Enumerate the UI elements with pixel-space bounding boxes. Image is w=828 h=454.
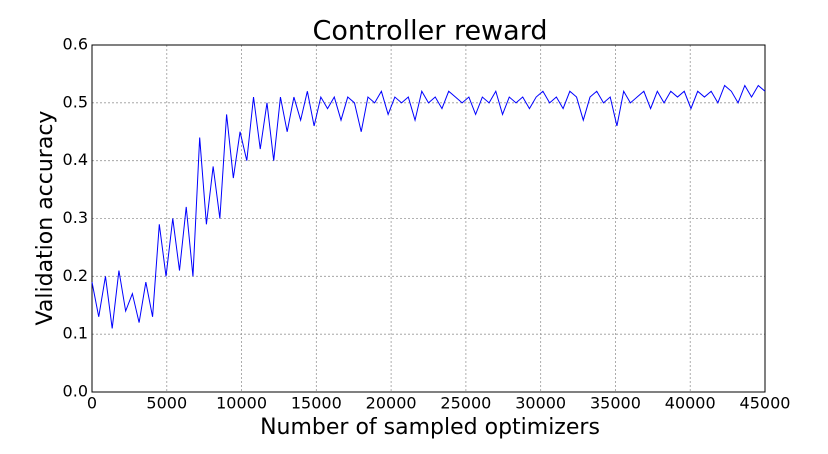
x-tick-label: 40000	[665, 394, 716, 413]
x-tick-label: 25000	[440, 394, 491, 413]
y-axis-label: Validation accuracy	[33, 111, 58, 326]
y-tick-label: 0.0	[63, 382, 88, 401]
plot-frame	[91, 44, 766, 393]
x-tick-label: 35000	[590, 394, 641, 413]
y-tick-label: 0.4	[63, 150, 88, 169]
x-axis-label: Number of sampled optimizers	[260, 415, 600, 440]
x-tick-label: 15000	[291, 394, 342, 413]
chart-title: Controller reward	[313, 16, 548, 47]
x-tick-label: 30000	[515, 394, 566, 413]
x-tick-label: 10000	[216, 394, 267, 413]
line	[91, 84, 766, 329]
x-tick-label: 5000	[146, 394, 187, 413]
x-tick-label: 20000	[366, 394, 417, 413]
x-tick-label: 0	[87, 394, 97, 413]
y-tick-label: 0.6	[63, 35, 88, 54]
y-tick-label: 0.3	[63, 208, 88, 227]
y-tick-label: 0.2	[63, 266, 88, 285]
y-tick-label: 0.5	[63, 92, 88, 111]
y-tick-label: 0.1	[63, 324, 88, 343]
x-tick-label: 45000	[740, 394, 791, 413]
